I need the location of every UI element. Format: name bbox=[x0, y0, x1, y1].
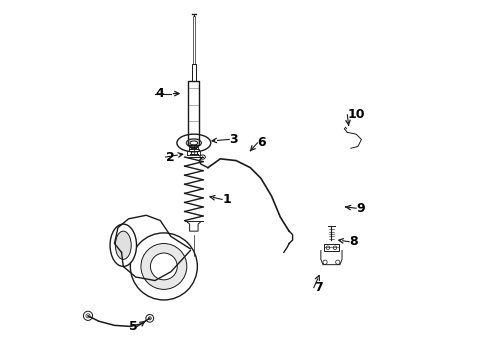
Circle shape bbox=[130, 233, 197, 300]
Text: 10: 10 bbox=[347, 108, 365, 121]
Ellipse shape bbox=[190, 141, 197, 145]
Ellipse shape bbox=[115, 231, 131, 259]
Text: 7: 7 bbox=[314, 281, 322, 294]
Circle shape bbox=[83, 311, 93, 320]
Text: 6: 6 bbox=[257, 136, 266, 149]
Circle shape bbox=[150, 253, 177, 280]
Bar bbox=[324, 244, 339, 251]
Text: 4: 4 bbox=[155, 87, 164, 100]
Circle shape bbox=[146, 314, 154, 322]
Ellipse shape bbox=[186, 139, 201, 147]
Ellipse shape bbox=[110, 224, 137, 266]
Text: 5: 5 bbox=[129, 320, 137, 333]
Text: 8: 8 bbox=[349, 235, 358, 248]
Circle shape bbox=[141, 243, 187, 289]
Text: 9: 9 bbox=[356, 202, 365, 215]
Ellipse shape bbox=[177, 134, 211, 152]
Text: 2: 2 bbox=[166, 150, 174, 163]
Text: 1: 1 bbox=[222, 193, 231, 206]
Text: 3: 3 bbox=[229, 133, 238, 146]
